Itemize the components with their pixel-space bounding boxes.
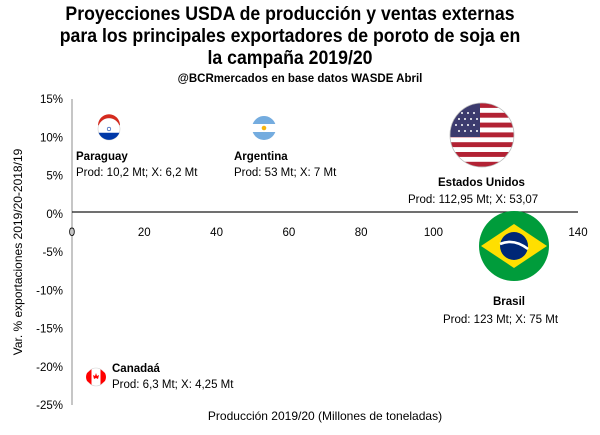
- chart-title: Proyecciones USDA de producción y ventas…: [59, 4, 521, 69]
- canada-flag-icon: [86, 367, 106, 387]
- label-paraguay: Paraguay: [76, 151, 128, 163]
- x-tick-label: 100: [424, 227, 443, 239]
- y-tick-labels: 15% 10% 5% 0% -5% -10% -15% -20% -25%: [36, 94, 63, 412]
- argentina-flag-icon: [252, 116, 276, 140]
- value-brasil: Prod: 123 Mt; X: 75 Mt: [443, 314, 559, 326]
- x-tick-label: 0: [69, 227, 75, 239]
- value-canada: Prod: 6,3 Mt; X: 4,25 Mt: [112, 379, 234, 391]
- value-argentina: Prod: 53 Mt; X: 7 Mt: [234, 167, 337, 179]
- y-tick-label: 0%: [46, 209, 63, 221]
- y-axis-label: Var. % exportaciones 2019/20-2018/19: [11, 148, 25, 355]
- y-tick-label: -15%: [36, 324, 63, 336]
- usa-flag-icon: [449, 102, 515, 168]
- x-tick-label: 60: [282, 227, 295, 239]
- y-tick-label: 10%: [40, 132, 63, 144]
- value-estados-unidos: Prod: 112,95 Mt; X: 53,07: [408, 194, 538, 206]
- value-paraguay: Prod: 10,2 Mt; X: 6,2 Mt: [76, 167, 198, 179]
- y-tick-label: -20%: [36, 362, 63, 374]
- y-tick-label: -25%: [36, 400, 63, 412]
- x-tick-label: 40: [210, 227, 223, 239]
- paraguay-flag-icon: [97, 114, 121, 141]
- y-tick-label: -5%: [43, 247, 63, 259]
- x-axis-label: Producción 2019/20 (Millones de tonelada…: [208, 409, 442, 423]
- x-tick-label: 80: [355, 227, 368, 239]
- y-tick-label: -10%: [36, 285, 63, 297]
- x-tick-label: 20: [138, 227, 151, 239]
- label-estados-unidos: Estados Unidos: [438, 177, 525, 189]
- label-canada: Canadaá: [112, 363, 161, 375]
- y-tick-label: 15%: [40, 94, 63, 106]
- y-tick-label: 5%: [46, 171, 63, 183]
- brazil-flag-icon: [479, 211, 549, 281]
- x-tick-label: 140: [568, 227, 587, 239]
- chart-subtitle: @BCRmercados en base datos WASDE Abril: [177, 73, 423, 85]
- label-brasil: Brasil: [493, 296, 525, 308]
- label-argentina: Argentina: [234, 151, 288, 163]
